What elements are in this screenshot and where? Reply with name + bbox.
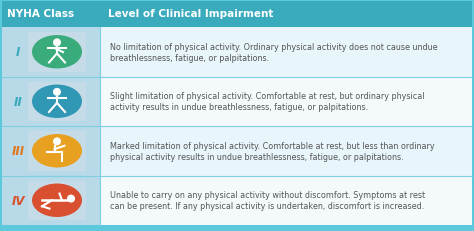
Bar	[2, 126, 472, 176]
Text: I: I	[16, 46, 20, 59]
Ellipse shape	[32, 85, 82, 119]
Bar	[28, 33, 86, 72]
Text: physical activity results in undue breathlessness, fatigue, or palpitations.: physical activity results in undue breat…	[110, 152, 404, 161]
Text: breathlessness, fatigue, or palpitations.: breathlessness, fatigue, or palpitations…	[110, 53, 269, 62]
Bar	[2, 28, 100, 77]
Bar	[0, 0, 2, 231]
Bar	[0, 0, 474, 28]
Bar	[0, 0, 474, 2]
Circle shape	[53, 39, 61, 47]
Text: II: II	[14, 95, 22, 108]
Bar	[2, 176, 100, 225]
Text: III: III	[11, 145, 25, 158]
Bar	[2, 28, 472, 77]
Bar	[472, 0, 474, 231]
Circle shape	[53, 88, 61, 97]
Bar	[2, 77, 100, 126]
Circle shape	[67, 195, 75, 203]
Text: No limitation of physical activity. Ordinary physical activity does not cause un: No limitation of physical activity. Ordi…	[110, 43, 438, 52]
Bar	[2, 176, 472, 225]
Text: Marked limitation of physical activity. Comfortable at rest, but less than ordin: Marked limitation of physical activity. …	[110, 141, 435, 150]
Text: NYHA Class: NYHA Class	[7, 9, 74, 19]
Text: Unable to carry on any physical activity without discomfort. Symptoms at rest: Unable to carry on any physical activity…	[110, 191, 425, 199]
Text: Slight limitation of physical activity. Comfortable at rest, but ordinary physic: Slight limitation of physical activity. …	[110, 92, 425, 101]
Bar	[28, 82, 86, 122]
Ellipse shape	[32, 184, 82, 217]
Bar	[2, 126, 100, 176]
Bar	[28, 181, 86, 220]
Bar	[28, 131, 86, 171]
Text: Level of Clinical Impairment: Level of Clinical Impairment	[108, 9, 273, 19]
Ellipse shape	[32, 36, 82, 69]
Bar	[0, 225, 474, 231]
Circle shape	[53, 138, 61, 146]
Text: activity results in undue breathlessness, fatigue, or palpitations.: activity results in undue breathlessness…	[110, 103, 368, 112]
Bar	[2, 77, 472, 126]
Text: IV: IV	[11, 194, 25, 207]
Ellipse shape	[32, 134, 82, 168]
Text: can be present. If any physical activity is undertaken, discomfort is increased.: can be present. If any physical activity…	[110, 201, 424, 210]
